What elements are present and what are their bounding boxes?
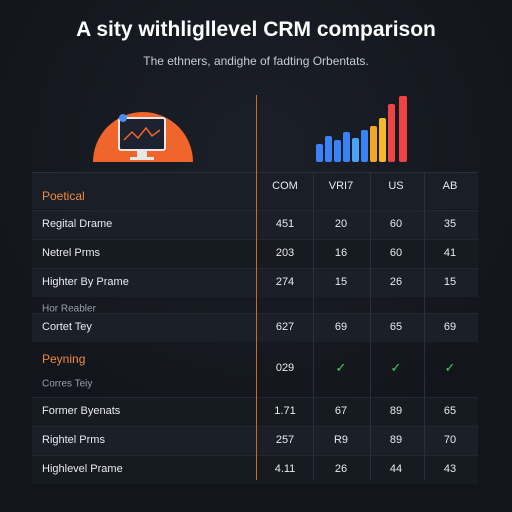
column-divider: [313, 172, 314, 480]
monitor-stand: [137, 151, 147, 157]
cell: 35: [443, 218, 457, 230]
row-band: [32, 397, 478, 426]
row-label: Highter By Prame: [42, 276, 129, 288]
cell: 26: [334, 463, 348, 475]
cell: ✓: [335, 360, 347, 375]
cell: 20: [334, 218, 348, 230]
cell: 274: [275, 276, 295, 288]
cell: 15: [334, 276, 348, 288]
cell: R9: [333, 434, 349, 446]
cell: 65: [443, 405, 457, 417]
monitor-base: [130, 157, 154, 160]
row-band: [32, 313, 478, 342]
decor-bars: [316, 96, 407, 162]
row-band: [32, 455, 478, 484]
cell: 451: [275, 218, 295, 230]
section-note: Hor Reabler: [42, 303, 96, 315]
column-header: COM: [272, 180, 298, 192]
cell: 16: [334, 247, 348, 259]
cell: 41: [443, 247, 457, 259]
monitor-graph: [123, 126, 161, 141]
row-label: Cortet Tey: [42, 321, 92, 333]
cell: 44: [389, 463, 403, 475]
row-label: Former Byenats: [42, 405, 121, 417]
cell: 1.71: [274, 405, 296, 417]
cell: 60: [389, 218, 403, 230]
row-label: Highlevel Prame: [42, 463, 123, 475]
section-heading: Peyning: [42, 352, 86, 366]
subtitle: The ethners, andighe of fadting Orbentat…: [143, 54, 369, 68]
cell: 257: [275, 434, 295, 446]
cell: 65: [389, 321, 403, 333]
row-label: Netrel Prms: [42, 247, 101, 259]
column-header: US: [388, 180, 404, 192]
cell: 203: [275, 247, 295, 259]
column-header: AB: [442, 180, 458, 192]
cell: 15: [443, 276, 457, 288]
section-note: Corres Teiy: [42, 378, 93, 390]
column-divider: [370, 172, 371, 480]
row-band: [32, 210, 478, 239]
cell: 26: [389, 276, 403, 288]
column-divider: [424, 172, 425, 480]
section-heading: Poetical: [42, 189, 85, 203]
cell: 627: [275, 321, 295, 333]
column-header: VRI7: [328, 180, 354, 192]
cell: 89: [389, 405, 403, 417]
orange-divider: [256, 95, 257, 480]
header-band: [32, 172, 478, 209]
dot: [119, 114, 127, 122]
row-band: [32, 426, 478, 455]
cell: 69: [334, 321, 348, 333]
cell: 43: [443, 463, 457, 475]
cell: 89: [389, 434, 403, 446]
row-band: [32, 239, 478, 268]
title: A sity withligllevel CRM comparison: [76, 18, 436, 41]
row-label: Regital Drame: [42, 218, 113, 230]
cell: 60: [389, 247, 403, 259]
cell: 4.11: [274, 463, 296, 475]
row-label: Rightel Prms: [42, 434, 105, 446]
cell: 029: [275, 362, 295, 374]
row-band: [32, 268, 478, 297]
cell: 69: [443, 321, 457, 333]
cell: 67: [334, 405, 348, 417]
cell: ✓: [444, 360, 456, 375]
cell: ✓: [390, 360, 402, 375]
cell: 70: [443, 434, 457, 446]
